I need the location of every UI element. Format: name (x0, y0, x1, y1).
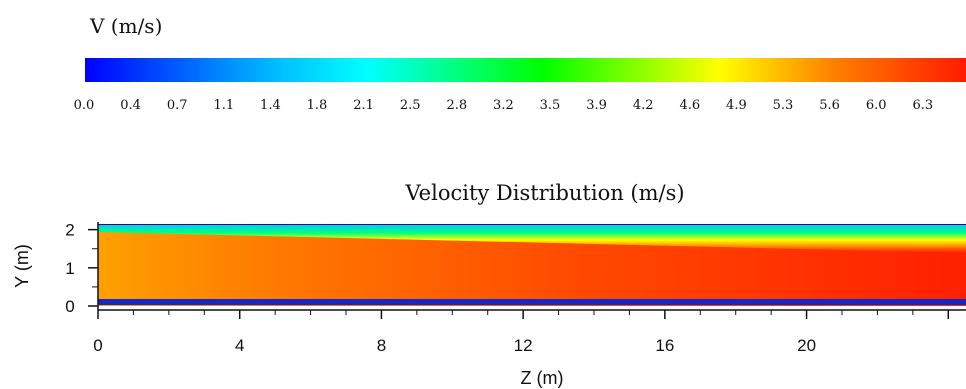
colorbar-tick-label: 0.4 (120, 98, 141, 113)
x-tick-label: 12 (514, 336, 533, 355)
y-axis-ticks: 0 1 2 (65, 221, 98, 316)
y-tick-label: 2 (65, 221, 74, 240)
colorbar-tick-label: 2.5 (400, 98, 421, 113)
colorbar-tick-label: 1.4 (260, 98, 281, 113)
colorbar-tick-label: 5.6 (819, 98, 840, 113)
colorbar-tick-label: 4.9 (726, 98, 747, 113)
y-tick-label: 0 (65, 297, 74, 316)
colorbar-tick-label: 2.1 (353, 98, 374, 113)
x-tick-label: 8 (377, 336, 386, 355)
x-tick-label: 0 (93, 336, 102, 355)
x-axis-ticks: 0 4 8 12 16 20 (93, 310, 950, 355)
colorbar-tick-label: 3.5 (540, 98, 561, 113)
x-tick-label: 4 (235, 336, 244, 355)
x-tick-label: 20 (797, 336, 816, 355)
bottom-wall (98, 299, 966, 305)
colorbar-tick-label: 6.3 (912, 98, 933, 113)
upper-shear-layer (98, 224, 966, 253)
colorbar-tick-label: 5.3 (773, 98, 794, 113)
colorbar-label: V (m/s) (89, 14, 162, 38)
chart-title: Velocity Distribution (m/s) (404, 181, 684, 205)
colorbar-tick-label: 6.0 (866, 98, 887, 113)
colorbar-tick-label: 1.1 (213, 98, 234, 113)
colorbar-tick-label: 0.0 (74, 98, 95, 113)
colorbar (85, 58, 966, 82)
x-tick-label: 16 (655, 336, 674, 355)
top-wall (98, 224, 966, 225)
colorbar-tick-label: 4.6 (679, 98, 700, 113)
colorbar-tick-label: 3.2 (493, 98, 514, 113)
colorbar-tick-label: 4.2 (633, 98, 654, 113)
colorbar-tick-labels: 0.0 0.4 0.7 1.1 1.4 1.8 2.1 2.5 2.8 3.2 3.5 3.9 4.2 4… (74, 98, 933, 113)
y-axis-label: Y (m) (12, 244, 32, 288)
x-axis-label: Z (m) (521, 368, 564, 388)
colorbar-tick-label: 2.8 (446, 98, 467, 113)
colorbar-tick-label: 0.7 (167, 98, 188, 113)
colorbar-tick-label: 1.8 (307, 98, 328, 113)
colorbar-tick-label: 3.9 (586, 98, 607, 113)
velocity-field (98, 224, 966, 306)
y-tick-label: 1 (65, 259, 74, 278)
